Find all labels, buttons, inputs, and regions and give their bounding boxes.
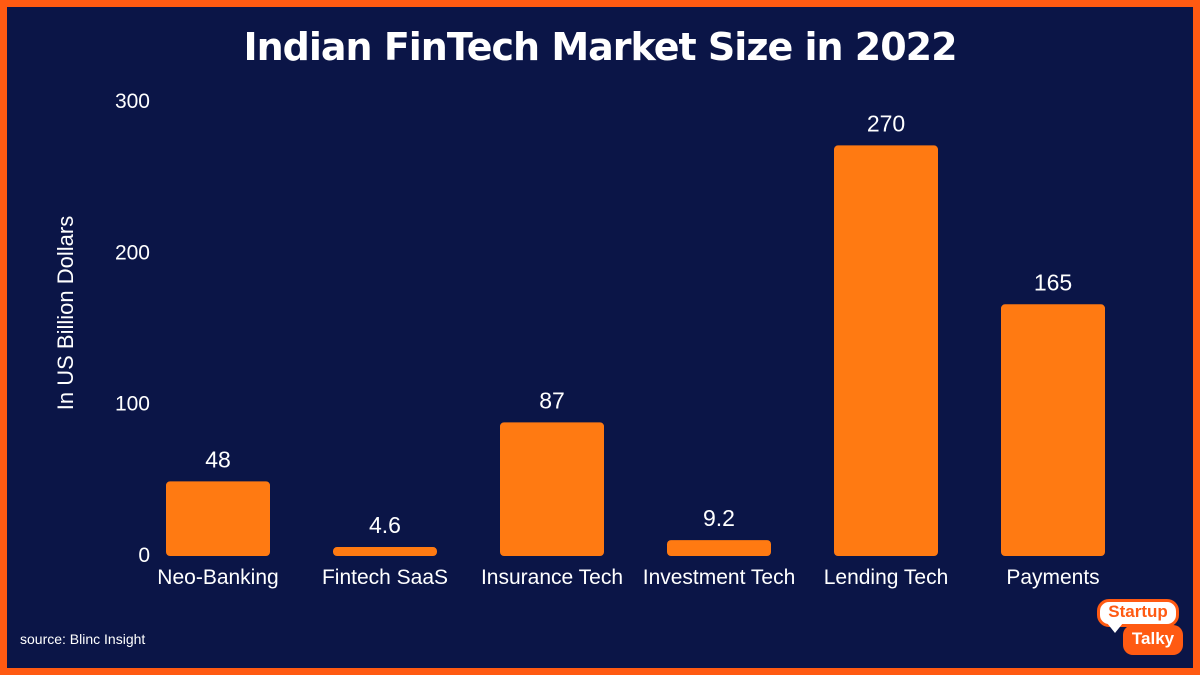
data-label: 4.6 [369, 512, 401, 538]
x-tick-label: Lending Tech [824, 566, 949, 589]
data-label: 270 [867, 110, 905, 136]
startup-talky-logo: Startup Talky [1097, 599, 1183, 661]
x-tick-label: Investment Tech [643, 566, 796, 589]
x-tick-label: Neo-Banking [157, 566, 278, 589]
data-label: 87 [539, 387, 565, 413]
y-tick-label: 200 [115, 241, 150, 264]
source-note: source: Blinc Insight [20, 631, 146, 647]
logo-word-2: Talky [1131, 629, 1175, 648]
data-label: 165 [1034, 269, 1072, 295]
bar [667, 540, 771, 556]
bar [500, 422, 604, 556]
bar [1001, 304, 1105, 556]
data-label: 9.2 [703, 505, 735, 531]
x-tick-label: Insurance Tech [481, 566, 623, 589]
data-label: 48 [205, 446, 231, 472]
y-tick-label: 100 [115, 393, 150, 416]
y-tick-label: 300 [115, 90, 150, 113]
y-tick-label: 0 [138, 544, 150, 567]
x-tick-label: Fintech SaaS [322, 566, 448, 589]
chart-title: Indian FinTech Market Size in 2022 [243, 25, 957, 69]
bar [333, 547, 437, 556]
bar [834, 145, 938, 556]
chart-frame: Indian FinTech Market Size in 2022 0 100 2… [7, 7, 1193, 668]
logo-word-1: Startup [1108, 602, 1168, 621]
y-axis-label: In US Billion Dollars [53, 216, 78, 410]
x-tick-label: Payments [1006, 566, 1099, 589]
bar-chart: 0 100 200 300 In US Billion Dollars 48 Neo-Ban… [53, 90, 1105, 589]
bar [166, 481, 270, 556]
